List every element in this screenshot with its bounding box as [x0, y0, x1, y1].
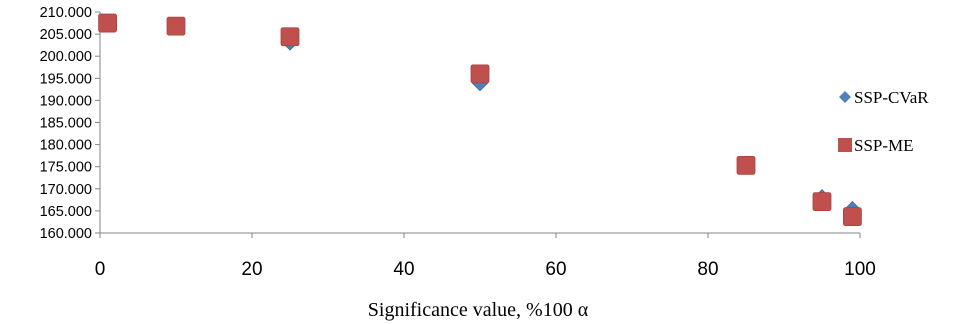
chart-legend: SSP-CVaR SSP-ME [838, 88, 929, 155]
legend-label: SSP-ME [854, 136, 914, 155]
y-tick-label: 180.000 [40, 138, 92, 154]
ssp-me-point [812, 192, 832, 212]
y-axis-ticks: 160.000 165.000 170.000 175.000 180.000 185.0… [40, 5, 100, 242]
x-tick-label: 0 [95, 259, 106, 280]
y-tick-label: 185.000 [40, 116, 92, 132]
ssp-me-point [843, 207, 862, 227]
legend-item-ssp-cvar: SSP-CVaR [839, 88, 929, 107]
y-tick-label: 170.000 [40, 182, 92, 198]
x-axis-ticks: 0 20 40 60 80 100 [95, 233, 876, 280]
legend-label: SSP-CVaR [854, 88, 929, 107]
y-tick-label: 165.000 [40, 204, 92, 220]
series-ssp-me [98, 13, 862, 227]
ssp-me-point [98, 13, 117, 33]
y-tick-label: 190.000 [40, 93, 92, 109]
legend-square-icon [838, 138, 852, 152]
ssp-me-point [470, 64, 490, 84]
data-points [98, 13, 862, 227]
chart-axes [99, 12, 860, 234]
ssp-me-point [166, 16, 186, 36]
x-tick-label: 20 [241, 259, 262, 280]
legend-item-ssp-me: SSP-ME [838, 136, 914, 155]
x-tick-label: 80 [697, 259, 718, 280]
ssp-me-point [736, 155, 756, 175]
x-tick-label: 40 [393, 259, 414, 280]
y-tick-label: 205.000 [40, 27, 92, 43]
x-tick-label: 60 [545, 259, 566, 280]
legend-diamond-icon [839, 91, 851, 103]
y-tick-label: 160.000 [40, 226, 92, 242]
y-tick-label: 175.000 [40, 160, 92, 176]
series-ssp-cvar [99, 15, 861, 219]
y-tick-label: 210.000 [40, 5, 92, 21]
x-axis-title: Significance value, %100 α [368, 299, 589, 321]
y-tick-label: 195.000 [40, 71, 92, 87]
ssp-me-point [280, 27, 300, 47]
y-tick-label: 200.000 [40, 49, 92, 65]
x-tick-label: 100 [844, 259, 876, 280]
